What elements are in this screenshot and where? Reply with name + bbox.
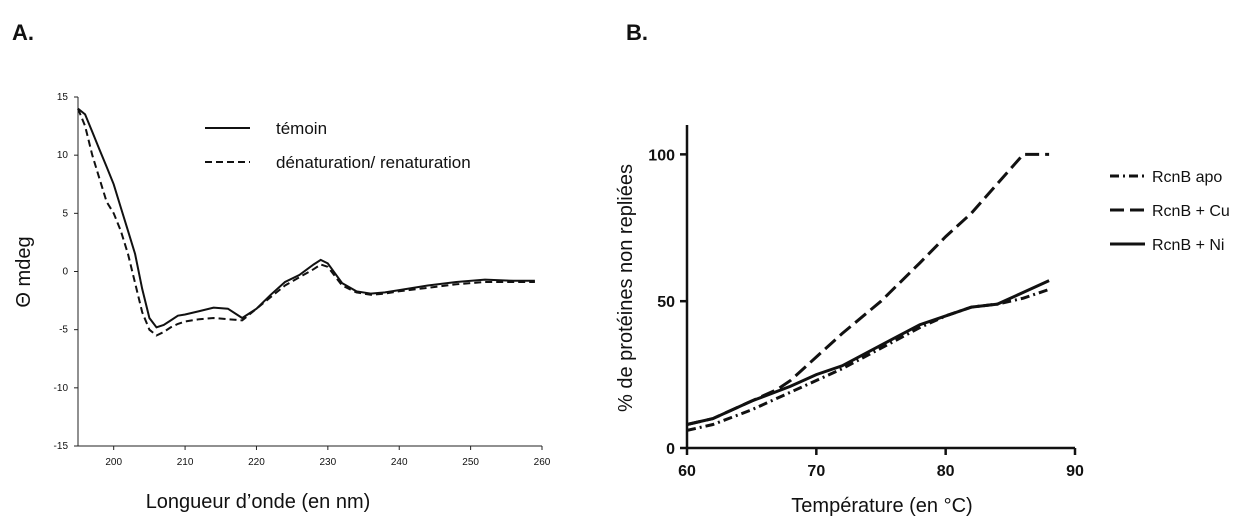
y-tick-label: -5 — [59, 325, 68, 336]
x-tick-label: 200 — [105, 457, 122, 468]
y-tick-label: 10 — [57, 150, 69, 161]
series-line-3 — [686, 279, 1050, 426]
series-line-2 — [686, 152, 1050, 426]
y-tick-label: 15 — [57, 92, 69, 103]
x-tick-label: 70 — [807, 463, 825, 480]
x-axis-title: Température (en °C) — [791, 495, 972, 517]
y-tick-label: -15 — [54, 441, 69, 452]
legend-label: dénaturation/ renaturation — [276, 153, 471, 172]
series-line-1 — [686, 287, 1050, 432]
x-tick-label: 250 — [462, 457, 479, 468]
unfolding-chart: 0 50 100 60 70 80 90 RcnB apo RcnB + Cu RcnB + Ni… — [615, 125, 1230, 517]
legend-label: témoin — [276, 119, 327, 138]
x-tick-label: 240 — [391, 457, 408, 468]
x-tick-label: 80 — [937, 463, 955, 480]
x-tick-label: 230 — [320, 457, 337, 468]
x-tick-label: 210 — [177, 457, 194, 468]
x-tick-label: 220 — [248, 457, 265, 468]
legend-label: RcnB + Cu — [1152, 203, 1230, 220]
x-tick-label: 90 — [1066, 463, 1084, 480]
y-tick-label: 0 — [62, 267, 68, 278]
panel-b-label: B. — [626, 20, 648, 45]
y-tick-label: 100 — [648, 147, 675, 164]
y-tick-label: 0 — [666, 441, 675, 458]
cd-spectrum-chart: 15 10 5 0 -5 -10 -15 200 210 220 230 240 250 260 témoi… — [13, 92, 551, 513]
y-axis-title: % de protéines non repliées — [615, 164, 637, 412]
y-tick-label: 50 — [657, 294, 675, 311]
x-tick-label: 260 — [534, 457, 551, 468]
x-tick-label: 60 — [678, 463, 696, 480]
legend-label: RcnB apo — [1152, 169, 1222, 186]
y-tick-label: 5 — [62, 208, 68, 219]
x-axis-title: Longueur d’onde (en nm) — [146, 491, 371, 513]
panel-a-label: A. — [12, 20, 34, 45]
y-axis-title: Θ mdeg — [13, 236, 35, 307]
series-line-2 — [77, 108, 535, 337]
series-line-1 — [77, 107, 535, 329]
legend-label: RcnB + Ni — [1152, 237, 1224, 254]
y-tick-label: -10 — [54, 383, 69, 394]
